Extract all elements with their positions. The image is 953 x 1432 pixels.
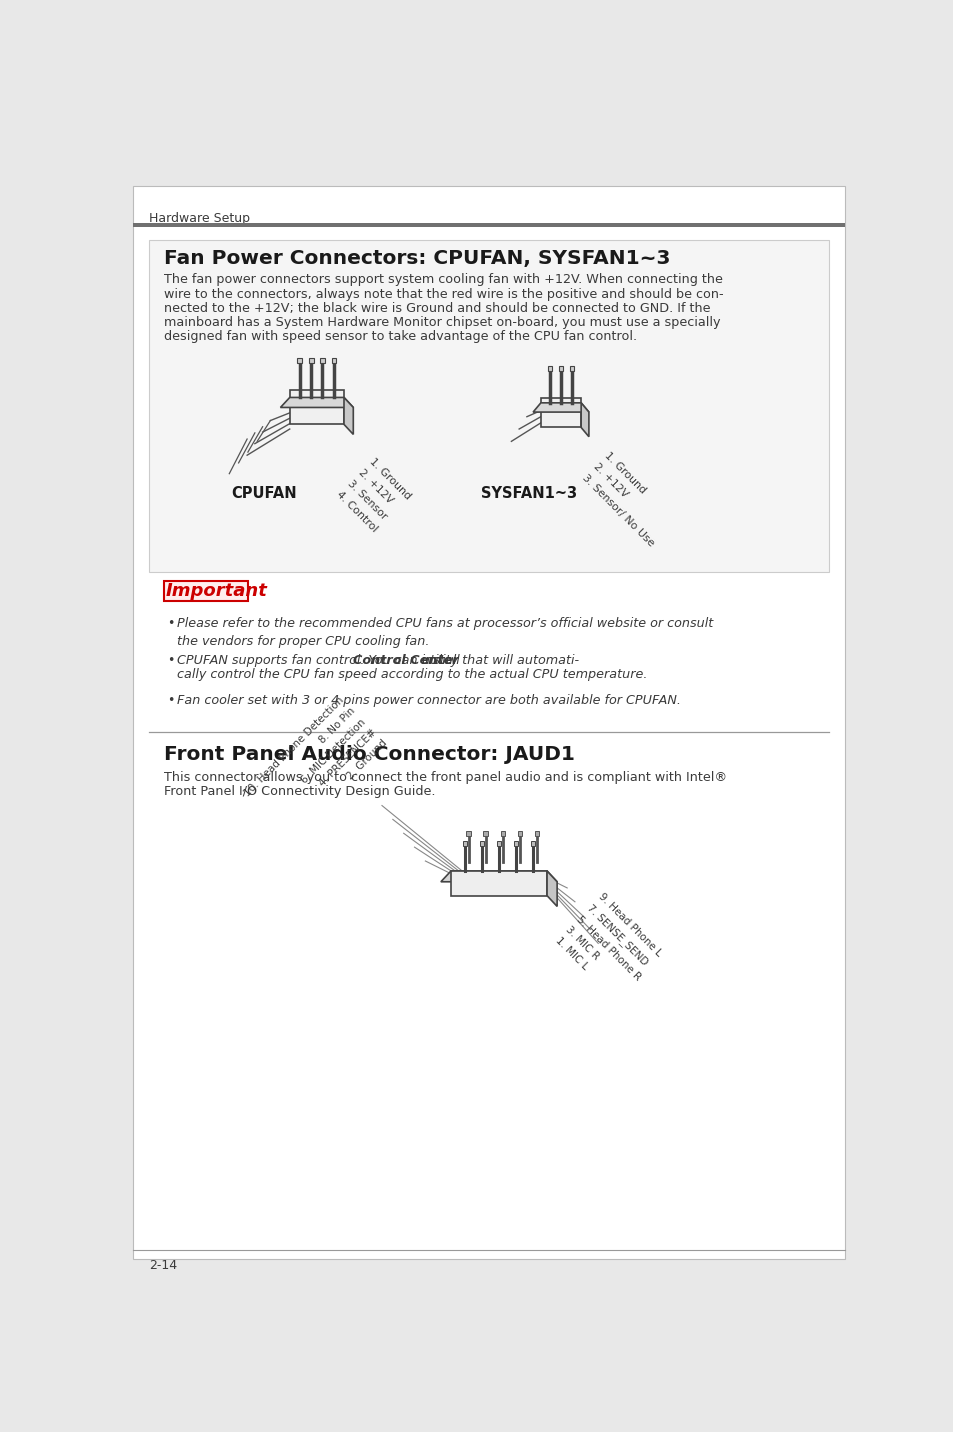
Bar xyxy=(319,358,324,362)
Bar xyxy=(517,831,521,836)
Text: wire to the connectors, always note that the red wire is the positive and should: wire to the connectors, always note that… xyxy=(164,288,723,301)
Text: CPUFAN supports fan control. You can install: CPUFAN supports fan control. You can ins… xyxy=(176,654,463,667)
Text: This connector allows you to connect the front panel audio and is compliant with: This connector allows you to connect the… xyxy=(164,770,726,783)
Bar xyxy=(483,831,488,836)
Bar xyxy=(540,398,580,428)
Text: 10. Head Phone Detection
8. No Pin
6. MIC Detection
4. PRESENCE#
2. Ground: 10. Head Phone Detection 8. No Pin 6. MI… xyxy=(242,696,389,842)
Bar xyxy=(500,831,505,836)
Bar xyxy=(297,358,302,362)
Text: Front Panel I/O Connectivity Design Guide.: Front Panel I/O Connectivity Design Guid… xyxy=(164,785,436,798)
Bar xyxy=(513,841,517,845)
Bar xyxy=(558,367,562,371)
Bar xyxy=(479,841,484,845)
Bar xyxy=(547,367,552,371)
Polygon shape xyxy=(280,398,353,408)
Text: designed fan with speed sensor to take advantage of the CPU fan control.: designed fan with speed sensor to take a… xyxy=(164,331,637,344)
Polygon shape xyxy=(344,398,353,434)
Text: Fan cooler set with 3 or 4 pins power connector are both available for CPUFAN.: Fan cooler set with 3 or 4 pins power co… xyxy=(176,695,679,707)
Bar xyxy=(133,223,843,228)
Bar xyxy=(451,871,546,895)
Text: Control Center: Control Center xyxy=(353,654,457,667)
Text: Please refer to the recommended CPU fans at processor’s official website or cons: Please refer to the recommended CPU fans… xyxy=(176,617,712,647)
Bar xyxy=(149,239,828,573)
Bar xyxy=(534,831,538,836)
Text: mainboard has a System Hardware Monitor chipset on-board, you must use a special: mainboard has a System Hardware Monitor … xyxy=(164,316,720,329)
Text: 2-14: 2-14 xyxy=(149,1259,176,1272)
Text: utility that will automati-: utility that will automati- xyxy=(417,654,578,667)
Text: Fan Power Connectors: CPUFAN, SYSFAN1~3: Fan Power Connectors: CPUFAN, SYSFAN1~3 xyxy=(164,249,670,268)
Text: •: • xyxy=(167,695,174,707)
Text: •: • xyxy=(167,617,174,630)
Bar xyxy=(569,367,574,371)
Text: 1. Ground
2. +12V
3. Sensor
4. Control: 1. Ground 2. +12V 3. Sensor 4. Control xyxy=(335,457,413,536)
Text: Important: Important xyxy=(166,583,268,600)
Bar xyxy=(462,841,467,845)
Text: •: • xyxy=(167,654,174,667)
Text: Front Panel Audio Connector: JAUD1: Front Panel Audio Connector: JAUD1 xyxy=(164,746,575,765)
Text: CPUFAN: CPUFAN xyxy=(232,485,297,501)
Text: nected to the +12V; the black wire is Ground and should be connected to GND. If : nected to the +12V; the black wire is Gr… xyxy=(164,302,710,315)
Bar xyxy=(332,358,335,362)
Polygon shape xyxy=(440,871,557,882)
Bar xyxy=(164,581,248,601)
Text: 9. Head Phone L
7. SENSE_SEND
5. Head Phone R
3. MIC R
1. MIC L: 9. Head Phone L 7. SENSE_SEND 5. Head Ph… xyxy=(553,892,664,1004)
Bar xyxy=(466,831,471,836)
Text: SYSFAN1~3: SYSFAN1~3 xyxy=(480,485,577,501)
Text: 1. Ground
2. +12V
3. Sensor/ No Use: 1. Ground 2. +12V 3. Sensor/ No Use xyxy=(579,451,678,548)
Bar xyxy=(530,841,535,845)
Bar xyxy=(290,390,344,424)
Text: Hardware Setup: Hardware Setup xyxy=(149,212,250,225)
Polygon shape xyxy=(580,402,588,437)
Text: cally control the CPU fan speed according to the actual CPU temperature.: cally control the CPU fan speed accordin… xyxy=(176,667,646,680)
Text: The fan power connectors support system cooling fan with +12V. When connecting t: The fan power connectors support system … xyxy=(164,274,722,286)
Bar xyxy=(497,841,500,845)
Bar xyxy=(309,358,314,362)
Polygon shape xyxy=(533,402,588,412)
Polygon shape xyxy=(546,871,557,906)
